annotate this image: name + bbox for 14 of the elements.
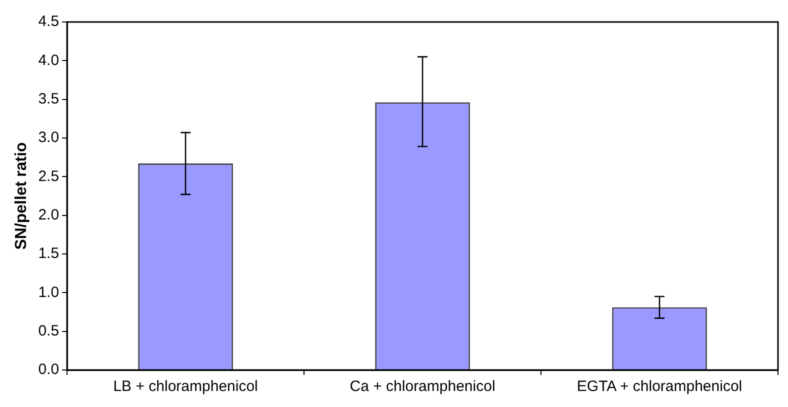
y-tick-label: 1.5: [38, 245, 60, 262]
x-tick-label: EGTA + chloramphenicol: [576, 378, 742, 396]
y-tick-label: 2.5: [38, 168, 60, 185]
y-tick-label: 4.0: [38, 52, 60, 69]
y-tick-label: 3.0: [38, 129, 60, 146]
y-axis-title: SN/pellet ratio: [13, 142, 30, 250]
y-tick-label: 4.5: [38, 13, 60, 30]
y-tick-label: 2.0: [38, 206, 60, 224]
y-tick-label: 3.5: [38, 90, 60, 108]
y-tick-label: 1.0: [38, 284, 60, 301]
y-tick-label: 0.0: [38, 361, 60, 378]
x-tick-label: Ca + chloramphenicol: [350, 378, 496, 396]
x-tick-label: LB + chloramphenicol: [113, 378, 258, 396]
y-tick-label: 0.5: [38, 322, 60, 340]
